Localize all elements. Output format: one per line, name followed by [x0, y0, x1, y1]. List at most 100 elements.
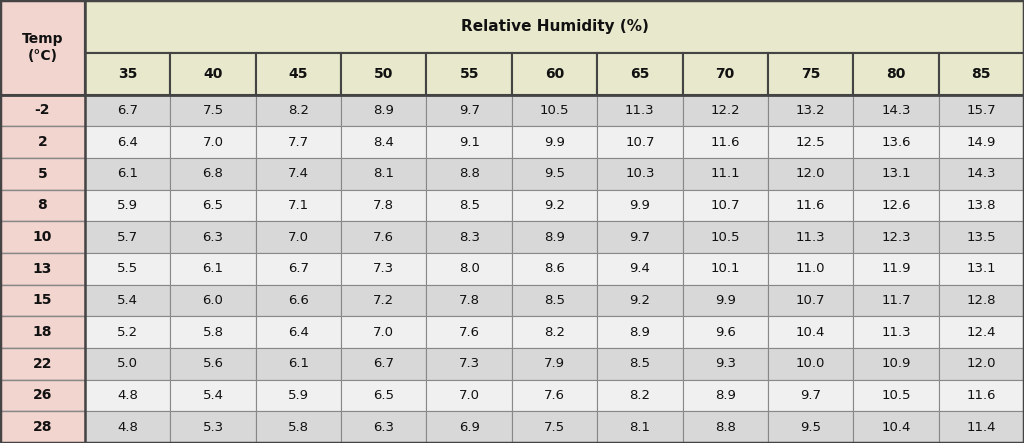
Text: 9.3: 9.3 [715, 358, 735, 370]
Bar [0, 380, 85, 412]
Text: 9.9: 9.9 [715, 294, 735, 307]
Bar [853, 190, 939, 222]
Text: Temp
(°C): Temp (°C) [22, 31, 63, 63]
Text: 9.2: 9.2 [544, 199, 565, 212]
Bar [341, 316, 426, 348]
Bar [683, 412, 768, 443]
Bar [768, 95, 853, 126]
Text: 11.7: 11.7 [881, 294, 910, 307]
Bar [170, 54, 256, 95]
Text: 5.2: 5.2 [117, 326, 138, 338]
Bar [683, 253, 768, 285]
Text: 55: 55 [460, 67, 479, 81]
Bar [170, 316, 256, 348]
Text: 5.6: 5.6 [203, 358, 223, 370]
Bar [85, 253, 170, 285]
Text: 15.7: 15.7 [967, 104, 996, 117]
Text: 9.1: 9.1 [459, 136, 479, 148]
Bar [85, 190, 170, 222]
Bar [939, 158, 1024, 190]
Bar [170, 253, 256, 285]
Text: 13.2: 13.2 [796, 104, 825, 117]
Text: 8.2: 8.2 [630, 389, 650, 402]
Bar [853, 95, 939, 126]
Text: 7.6: 7.6 [374, 231, 394, 244]
Text: 11.9: 11.9 [882, 262, 910, 275]
Text: 8.3: 8.3 [459, 231, 479, 244]
Bar [341, 222, 426, 253]
Bar [939, 380, 1024, 412]
Bar [170, 222, 256, 253]
Bar [256, 95, 341, 126]
Bar [683, 190, 768, 222]
Text: 8.5: 8.5 [459, 199, 479, 212]
Text: 7.6: 7.6 [459, 326, 479, 338]
Bar [341, 285, 426, 316]
Bar [939, 285, 1024, 316]
Text: 14.9: 14.9 [967, 136, 996, 148]
Bar [85, 0, 1024, 54]
Bar [512, 412, 597, 443]
Bar [426, 285, 512, 316]
Bar [170, 285, 256, 316]
Text: 6.6: 6.6 [288, 294, 309, 307]
Bar [597, 222, 683, 253]
Bar [256, 222, 341, 253]
Text: 80: 80 [886, 67, 905, 81]
Text: 7.7: 7.7 [288, 136, 309, 148]
Text: 10.5: 10.5 [882, 389, 910, 402]
Text: 6.3: 6.3 [374, 421, 394, 434]
Bar [683, 348, 768, 380]
Bar [768, 316, 853, 348]
Text: 6.7: 6.7 [117, 104, 138, 117]
Text: 10.3: 10.3 [625, 167, 654, 180]
Bar [853, 316, 939, 348]
Bar [768, 158, 853, 190]
Text: 6.8: 6.8 [203, 167, 223, 180]
Bar [0, 285, 85, 316]
Text: 12.3: 12.3 [881, 231, 910, 244]
Bar [939, 253, 1024, 285]
Text: 8.5: 8.5 [544, 294, 565, 307]
Text: Relative Humidity (%): Relative Humidity (%) [461, 19, 648, 34]
Text: 10.5: 10.5 [540, 104, 569, 117]
Text: 22: 22 [33, 357, 52, 371]
Bar [597, 253, 683, 285]
Bar [512, 316, 597, 348]
Bar [512, 253, 597, 285]
Text: 5.0: 5.0 [117, 358, 138, 370]
Bar [426, 380, 512, 412]
Text: 6.4: 6.4 [117, 136, 138, 148]
Text: 2: 2 [38, 135, 47, 149]
Bar [853, 126, 939, 158]
Text: 6.7: 6.7 [374, 358, 394, 370]
Bar [256, 348, 341, 380]
Bar [85, 95, 170, 126]
Text: 9.7: 9.7 [630, 231, 650, 244]
Text: 70: 70 [716, 67, 735, 81]
Text: 11.3: 11.3 [625, 104, 654, 117]
Bar [512, 222, 597, 253]
Text: 9.5: 9.5 [800, 421, 821, 434]
Text: 8.9: 8.9 [630, 326, 650, 338]
Text: 8.5: 8.5 [630, 358, 650, 370]
Text: 18: 18 [33, 325, 52, 339]
Text: 6.4: 6.4 [288, 326, 309, 338]
Bar [939, 190, 1024, 222]
Text: 50: 50 [374, 67, 393, 81]
Text: 7.0: 7.0 [203, 136, 223, 148]
Text: 8.2: 8.2 [288, 104, 309, 117]
Bar [597, 158, 683, 190]
Bar [683, 126, 768, 158]
Bar [768, 412, 853, 443]
Text: 11.1: 11.1 [711, 167, 740, 180]
Bar [341, 348, 426, 380]
Bar [512, 285, 597, 316]
Bar [0, 348, 85, 380]
Text: 10.0: 10.0 [796, 358, 825, 370]
Text: 7.3: 7.3 [459, 358, 479, 370]
Text: 9.4: 9.4 [630, 262, 650, 275]
Text: 6.7: 6.7 [288, 262, 309, 275]
Text: 8.9: 8.9 [374, 104, 394, 117]
Text: 4.8: 4.8 [117, 389, 138, 402]
